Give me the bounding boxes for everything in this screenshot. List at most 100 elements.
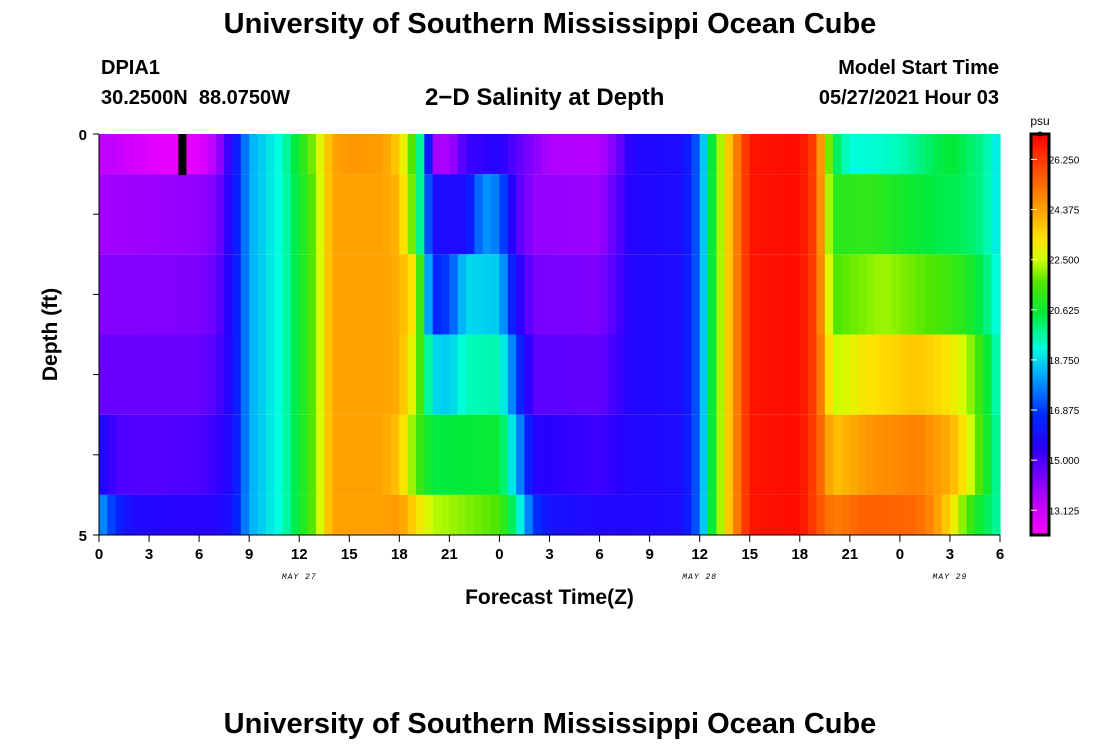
heatmap-cell <box>482 414 492 495</box>
colorbar-cell <box>1031 446 1049 450</box>
heatmap-cell <box>474 334 484 415</box>
x-tick-label: 15 <box>341 546 358 563</box>
heatmap-cell <box>541 334 551 415</box>
heatmap-cell <box>257 334 267 415</box>
heatmap-cell <box>891 334 901 415</box>
colorbar-cell <box>1031 326 1049 330</box>
heatmap-cell <box>874 134 884 175</box>
heatmap-cell <box>624 254 634 335</box>
colorbar-cell <box>1031 518 1049 522</box>
heatmap-cell <box>457 414 467 495</box>
colorbar-cell <box>1031 400 1049 404</box>
heatmap-cell <box>274 494 284 535</box>
heatmap-cell <box>474 494 484 535</box>
heatmap-cell <box>924 334 934 415</box>
heatmap-cell <box>315 414 325 495</box>
heatmap-cell <box>599 494 609 535</box>
colorbar-cell <box>1031 368 1049 372</box>
heatmap-cell <box>165 254 175 335</box>
colorbar-cell <box>1031 278 1049 281</box>
colorbar-cell <box>1031 460 1049 464</box>
heatmap-cell <box>899 254 909 335</box>
heatmap-cell <box>315 334 325 415</box>
heatmap-cell <box>983 174 993 255</box>
heatmap-cell <box>390 174 400 255</box>
heatmap-cell <box>516 494 526 535</box>
colorbar-cell <box>1031 510 1049 514</box>
heatmap-cell <box>974 254 984 335</box>
heatmap-cell <box>841 414 851 495</box>
heatmap-cell <box>632 414 642 495</box>
heatmap-cell <box>307 414 317 495</box>
heatmap-cell <box>549 334 559 415</box>
heatmap-cell <box>265 134 275 175</box>
station-id: DPIA1 <box>101 57 160 79</box>
heatmap-cell <box>958 174 968 255</box>
heatmap-cell <box>315 174 325 255</box>
heatmap-cell <box>566 494 576 535</box>
colorbar-cell <box>1031 520 1049 524</box>
heatmap-cell <box>299 414 309 495</box>
heatmap-cell <box>974 174 984 255</box>
heatmap-cell <box>374 174 384 255</box>
heatmap-cell <box>507 174 517 255</box>
colorbar-cell <box>1031 476 1049 480</box>
colorbar-cell <box>1031 390 1049 394</box>
heatmap-cell <box>407 494 417 535</box>
heatmap-cell <box>199 494 209 535</box>
heatmap-cell <box>199 134 209 175</box>
heatmap-cell <box>132 254 142 335</box>
heatmap-cell <box>974 134 984 175</box>
heatmap-cell <box>716 174 726 255</box>
heatmap-cell <box>240 174 250 255</box>
heatmap-cell <box>733 494 742 535</box>
heatmap-cell <box>974 494 984 535</box>
colorbar-cell <box>1031 406 1049 410</box>
heatmap-cell <box>307 494 317 535</box>
colorbar-cell <box>1031 294 1049 297</box>
heatmap-cell <box>783 414 793 495</box>
colorbar-cell <box>1031 472 1049 476</box>
heatmap-cell <box>624 174 634 255</box>
heatmap-cell <box>524 494 534 535</box>
heatmap-cell <box>340 494 350 535</box>
heatmap-cell <box>733 174 742 255</box>
colorbar-cell <box>1031 208 1049 211</box>
heatmap-cell <box>708 134 717 175</box>
colorbar-cell <box>1031 376 1049 380</box>
heatmap-cell <box>616 254 626 335</box>
heatmap-cell <box>507 254 517 335</box>
heatmap-cell <box>482 334 492 415</box>
heatmap-cell <box>833 254 843 335</box>
heatmap-cell <box>816 174 826 255</box>
heatmap-cell <box>99 174 108 255</box>
heatmap-cell <box>365 334 375 415</box>
heatmap-cell <box>499 174 509 255</box>
heatmap-cell <box>791 134 801 175</box>
heatmap-cell <box>941 174 951 255</box>
heatmap-cell <box>149 174 158 255</box>
heatmap-cell <box>891 174 901 255</box>
heatmap-cell <box>399 334 409 415</box>
colorbar-cell <box>1031 238 1049 241</box>
heatmap-cell <box>674 494 684 535</box>
heatmap-cell <box>908 414 918 495</box>
colorbar-cell <box>1031 204 1049 207</box>
heatmap-cell <box>749 254 759 335</box>
heatmap-cell <box>140 134 150 175</box>
heatmap-cell <box>324 334 334 415</box>
heatmap-cell <box>941 134 951 175</box>
heatmap-cell <box>432 254 442 335</box>
heatmap-cell <box>491 334 501 415</box>
heatmap-cell <box>399 134 409 175</box>
heatmap-cell <box>591 334 601 415</box>
heatmap-cell <box>607 134 617 175</box>
heatmap-cell <box>324 134 334 175</box>
heatmap-cell <box>207 254 217 335</box>
heatmap-cell <box>682 254 692 335</box>
heatmap-cell <box>582 494 592 535</box>
x-tick-label: 0 <box>95 546 103 563</box>
heatmap-cell <box>532 134 542 175</box>
colorbar-cell <box>1031 506 1049 510</box>
